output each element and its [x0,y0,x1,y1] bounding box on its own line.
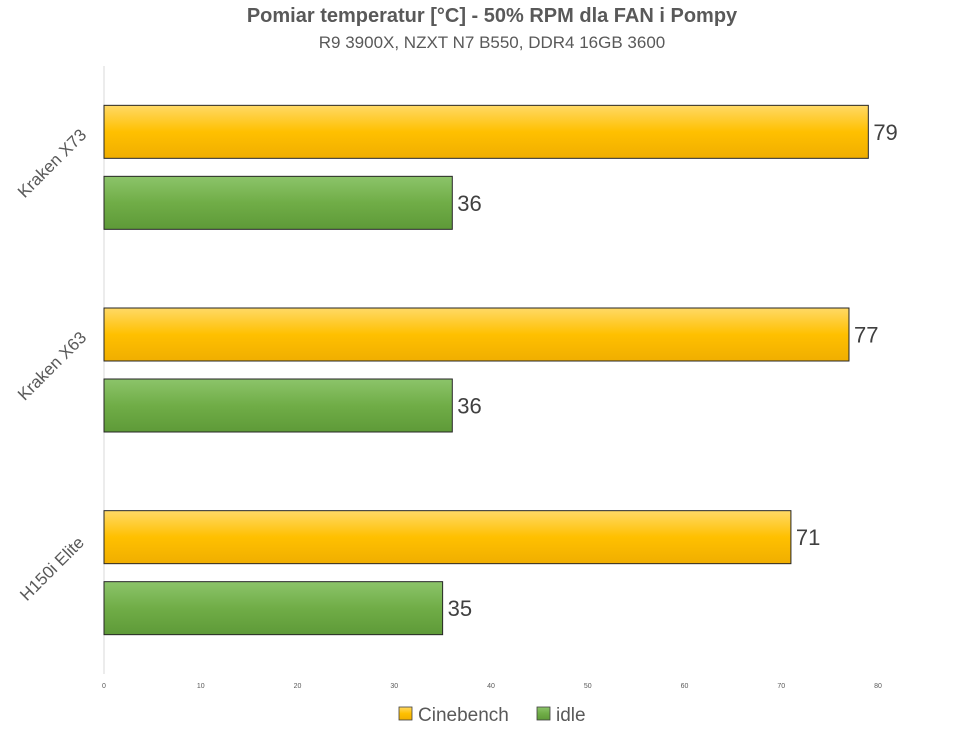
bar-kraken-x63-idle [103,378,453,433]
data-label-kraken-x73-cinebench: 79 [873,120,897,145]
x-tick-label-70: 70 [777,683,785,690]
legend-label-cinebench: Cinebench [418,705,509,726]
bar-h150i-elite-idle [103,581,444,636]
data-label-kraken-x73-idle: 36 [457,191,481,216]
legend-swatch-idle [536,706,551,721]
x-axis-ticks: 0 10 20 30 40 50 60 70 80 [102,683,882,690]
category-label-kraken-x63: Kraken X63 [14,328,90,404]
x-tick-label-0: 0 [102,683,106,690]
x-tick-label-50: 50 [584,683,592,690]
category-label-kraken-x73: Kraken X73 [14,125,90,201]
data-label-h150i-elite-cinebench: 71 [796,525,820,550]
x-tick-label-20: 20 [294,683,302,690]
x-tick-label-40: 40 [487,683,495,690]
category-labels: Kraken X73 Kraken X63 H150i Elite [14,125,90,604]
plot-area: 79 36 77 36 71 35 [103,66,898,674]
data-label-kraken-x63-cinebench: 77 [854,323,878,348]
data-label-kraken-x63-idle: 36 [457,394,481,419]
bar-kraken-x73-cinebench [103,104,869,159]
x-tick-label-30: 30 [390,683,398,690]
legend-label-idle: idle [556,705,586,726]
x-tick-label-10: 10 [197,683,205,690]
bar-kraken-x73-idle [103,175,453,230]
chart-subtitle: R9 3900X, NZXT N7 B550, DDR4 16GB 3600 [319,33,665,52]
chart-title: Pomiar temperatur [°C] - 50% RPM dla FAN… [247,5,738,27]
legend: Cinebench idle [398,705,586,726]
x-tick-label-80: 80 [874,683,882,690]
legend-swatch-cinebench [398,706,413,721]
bar-h150i-elite-cinebench [103,510,792,565]
x-tick-label-60: 60 [681,683,689,690]
category-label-h150i-elite: H150i Elite [16,533,88,605]
data-label-h150i-elite-idle: 35 [448,596,472,621]
bar-kraken-x63-cinebench [103,307,850,362]
